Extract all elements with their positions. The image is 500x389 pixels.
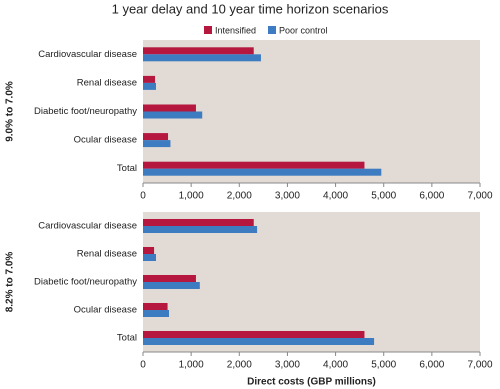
x-tick-label: 4,000 — [323, 191, 348, 202]
bar — [143, 310, 169, 317]
bar — [143, 303, 168, 310]
x-tick-label: 1,000 — [179, 191, 204, 202]
x-tick-label: 0 — [140, 191, 146, 202]
x-tick-label: 3,000 — [275, 191, 300, 202]
x-tick-label: 2,000 — [227, 191, 252, 202]
legend-label: Poor control — [279, 25, 328, 35]
chart-title: 1 year delay and 10 year time horizon sc… — [112, 1, 389, 16]
y-tick-label: Total — [117, 163, 137, 174]
bar — [143, 168, 382, 176]
y-tick-label: Diabetic foot/neuropathy — [34, 106, 137, 117]
bar — [143, 161, 365, 169]
bar — [143, 75, 156, 83]
x-tick-label: 0 — [140, 360, 146, 371]
x-tick-label: 7,000 — [467, 191, 492, 202]
y-tick-label: Renal disease — [77, 77, 137, 88]
bar — [143, 133, 169, 141]
bar — [143, 111, 203, 119]
bar — [143, 331, 365, 338]
bar — [143, 54, 261, 62]
x-tick-label: 5,000 — [371, 360, 396, 371]
bar — [143, 219, 254, 226]
bar — [143, 247, 155, 254]
bar — [143, 226, 258, 233]
y-tick-label: Ocular disease — [74, 305, 137, 316]
legend-swatch — [204, 26, 212, 34]
y-tick-label: Ocular disease — [74, 135, 137, 146]
bar — [143, 82, 156, 90]
x-tick-label: 4,000 — [323, 360, 348, 371]
x-tick-label: 6,000 — [419, 360, 444, 371]
x-tick-label: 5,000 — [371, 191, 396, 202]
bar — [143, 275, 196, 282]
x-tick-label: 1,000 — [179, 360, 204, 371]
bar — [143, 47, 254, 55]
y-tick-label: Cardiovascular disease — [38, 221, 137, 232]
bar — [143, 338, 375, 345]
legend-swatch — [268, 26, 276, 34]
y-axis-label: 8.2% to 7.0% — [5, 252, 16, 313]
y-tick-label: Renal disease — [77, 249, 137, 260]
bar — [143, 104, 196, 112]
x-axis-label: Direct costs (GBP millions) — [247, 377, 376, 388]
y-tick-label: Diabetic foot/neuropathy — [34, 277, 137, 288]
y-tick-label: Total — [117, 333, 137, 344]
x-tick-label: 2,000 — [227, 360, 252, 371]
y-axis-label: 9.0% to 7.0% — [5, 81, 16, 142]
bar — [143, 282, 200, 289]
x-tick-label: 6,000 — [419, 191, 444, 202]
x-tick-label: 7,000 — [467, 360, 492, 371]
x-tick-label: 3,000 — [275, 360, 300, 371]
legend-label: Intensified — [215, 25, 256, 35]
bar — [143, 140, 171, 148]
bar — [143, 254, 156, 261]
y-tick-label: Cardiovascular disease — [38, 49, 137, 60]
